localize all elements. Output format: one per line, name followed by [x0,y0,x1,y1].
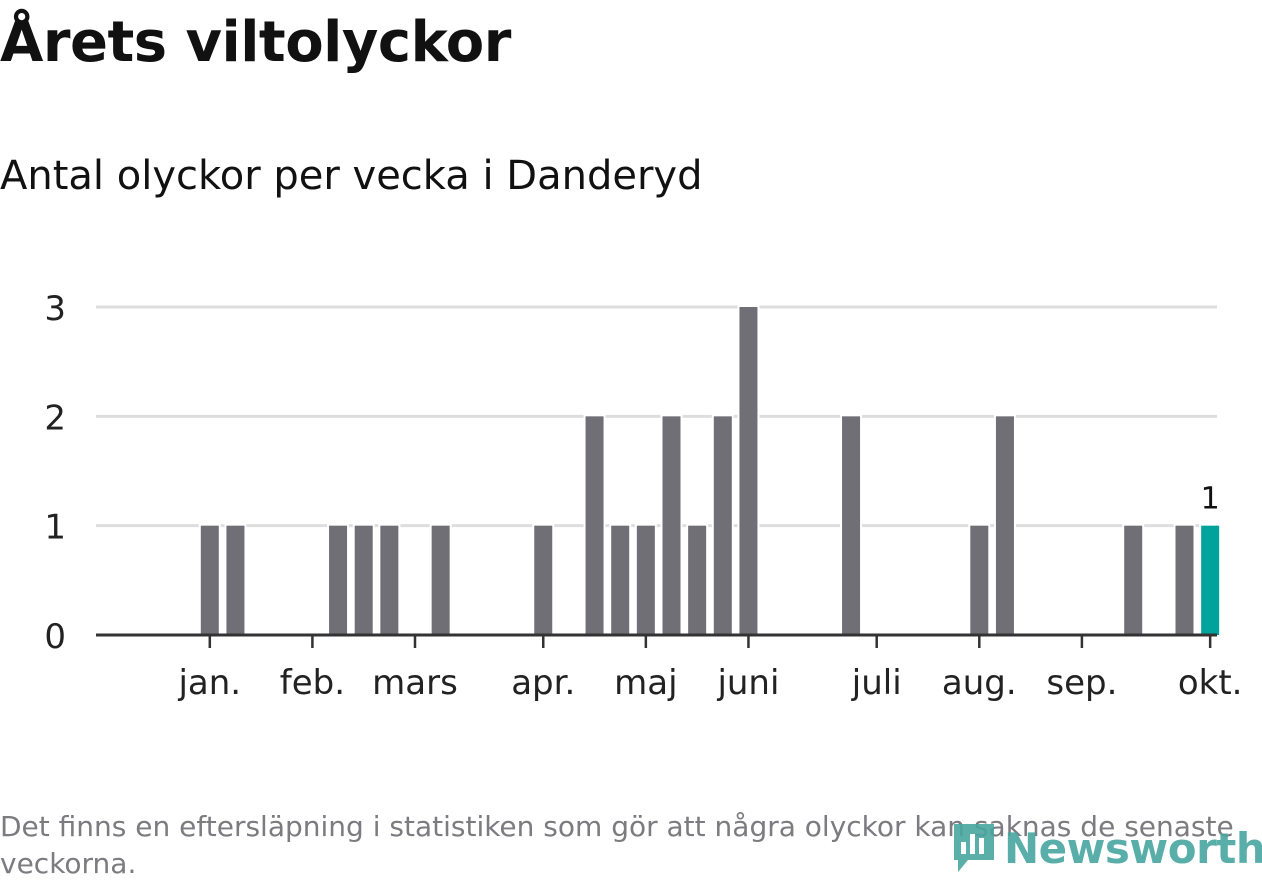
bar [224,523,247,638]
bar [378,523,401,638]
bar [660,414,683,638]
x-tick-label: juni [716,663,779,703]
brand-name: Newsworthy [1004,823,1262,873]
bar [352,523,375,638]
gridlines [96,305,1217,528]
x-tick-label: juli [851,663,902,703]
x-tick-label: feb. [280,663,345,703]
x-tick-label: maj [614,663,677,703]
x-tick-label: mars [372,663,458,703]
bar-highlight [1199,523,1222,638]
newsworthy-logo: Newsworthy [950,820,1262,876]
x-tick-label: apr. [511,663,575,703]
bar [583,414,606,638]
y-tick-label: 1 [44,508,66,548]
y-tick-label: 3 [44,289,66,329]
bar [609,523,632,638]
bars [198,305,1222,638]
chart-title: Årets viltolyckor [0,10,511,75]
bar [993,414,1016,638]
y-tick-label: 2 [44,398,66,438]
bar [1173,523,1196,638]
bar [634,523,657,638]
bar [968,523,991,638]
newsworthy-logo-icon [954,824,994,872]
x-tick-label: jan. [177,663,241,703]
chart-subtitle: Antal olyckor per vecka i Danderyd [0,153,703,199]
bar [1122,523,1145,638]
highlight-data-label: 1 [1201,482,1220,517]
bar [737,305,760,637]
x-axis [96,633,1217,648]
bar [711,414,734,638]
annotations: 1 [1201,482,1220,517]
footnote: Det finns en eftersläpning i statistiken… [0,810,1234,880]
bar [532,523,555,638]
bar [686,523,709,638]
x-tick-label: aug. [942,663,1017,703]
x-tick-label: sep. [1046,663,1117,703]
x-tick-label: okt. [1178,663,1243,703]
x-axis-tick-labels: jan. feb. mars apr. maj juni juli aug. sep. okt. [177,663,1242,703]
y-axis-tick-labels: 0 1 2 3 [44,289,66,657]
bar [198,523,221,638]
bar [429,523,452,638]
bar [327,523,350,638]
y-tick-label: 0 [44,617,66,657]
bar [840,414,863,638]
